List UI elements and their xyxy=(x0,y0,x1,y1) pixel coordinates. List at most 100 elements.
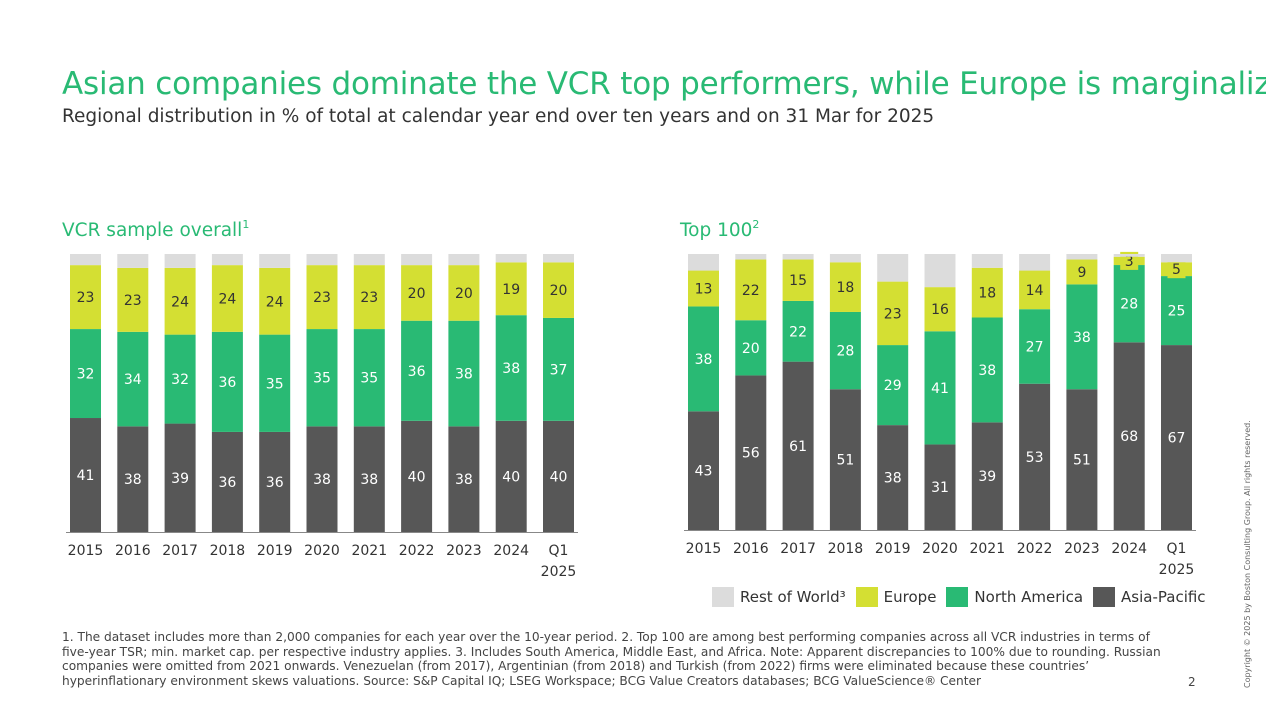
bar-rest-of-world-2016 xyxy=(117,254,149,268)
data-label-north-america-2023: 38 xyxy=(1073,330,1091,346)
legend-item-north-america: North America xyxy=(946,587,1083,607)
bar-rest-of-world-2019 xyxy=(259,254,291,268)
x-tick-label: 2023 xyxy=(446,543,482,559)
x-tick-label: Q1 xyxy=(1167,541,1187,557)
legend-swatch xyxy=(946,587,969,607)
data-label-asia-pacific-2022: 40 xyxy=(408,469,426,485)
x-tick-label: 2024 xyxy=(1111,541,1147,557)
bar-europe-2015 xyxy=(70,265,101,330)
data-label-north-america-2015: 32 xyxy=(77,367,95,383)
bar-north-america-2022 xyxy=(401,320,433,421)
data-label-asia-pacific-2020: 38 xyxy=(313,472,331,488)
bar-rest-of-world-2020 xyxy=(306,254,338,266)
x-tick-label: 2016 xyxy=(733,541,769,557)
bar-rest-of-world-q1-2025 xyxy=(543,254,574,263)
data-label-north-america-2019: 29 xyxy=(884,378,902,394)
bar-europe-2018 xyxy=(829,262,861,312)
data-label-asia-pacific-2018: 36 xyxy=(218,475,236,491)
data-label-asia-pacific-2015: 41 xyxy=(77,468,95,484)
data-label-north-america-2022: 36 xyxy=(408,364,426,380)
data-label-asia-pacific-2019: 36 xyxy=(266,475,284,491)
x-tick-label: 2020 xyxy=(922,541,958,557)
data-label-europe-q1-2025: 5 xyxy=(1172,262,1181,278)
bar-rest-of-world-2016 xyxy=(735,254,767,260)
data-label-asia-pacific-2020: 31 xyxy=(931,480,949,496)
bar-asia-pacific-q1-2025 xyxy=(543,420,574,532)
x-tick-label: 2016 xyxy=(115,543,151,559)
bar-asia-pacific-2017 xyxy=(164,423,196,532)
bar-north-america-2024 xyxy=(495,315,527,421)
data-label-asia-pacific-q1-2025: 67 xyxy=(1168,431,1186,447)
chart-title-text: VCR sample overall xyxy=(62,220,243,241)
bar-north-america-2024 xyxy=(1113,265,1145,343)
page-title: Asian companies dominate the VCR top per… xyxy=(62,66,1266,102)
bar-north-america-2023 xyxy=(1066,284,1098,390)
data-label-europe-2022: 20 xyxy=(408,286,426,302)
data-label-europe-2024: 19 xyxy=(502,282,520,298)
x-tick-label: 2018 xyxy=(210,543,246,559)
data-label-europe-2016: 22 xyxy=(742,283,760,299)
data-label-europe-2016: 23 xyxy=(124,293,142,309)
bar-north-america-2017 xyxy=(782,300,814,362)
bar-rest-of-world-2020 xyxy=(924,254,956,288)
data-label-asia-pacific-2021: 39 xyxy=(978,469,996,485)
x-tick-label: 2015 xyxy=(68,543,104,559)
data-label-north-america-2024: 28 xyxy=(1120,297,1138,313)
x-tick-label: 2017 xyxy=(162,543,198,559)
data-label-asia-pacific-2024: 68 xyxy=(1120,429,1138,445)
bar-north-america-2021 xyxy=(353,329,385,427)
data-label-europe-2024: 3 xyxy=(1125,254,1134,270)
x-tick-label: 2015 xyxy=(686,541,722,557)
data-label-europe-2019: 24 xyxy=(266,294,284,310)
bar-asia-pacific-2015 xyxy=(688,411,719,530)
bar-north-america-2015 xyxy=(70,329,101,419)
bar-north-america-q1-2025 xyxy=(543,317,574,421)
x-tick-label: 2022 xyxy=(399,543,435,559)
bar-north-america-2020 xyxy=(924,331,956,445)
bar-asia-pacific-q1-2025 xyxy=(1161,345,1192,530)
bar-europe-2023 xyxy=(448,265,480,321)
data-label-north-america-2018: 36 xyxy=(218,375,236,391)
x-tick-label: 2018 xyxy=(828,541,864,557)
bar-asia-pacific-2023 xyxy=(448,426,480,532)
data-label-europe-2023: 9 xyxy=(1077,265,1086,281)
data-label-north-america-2022: 27 xyxy=(1026,339,1044,355)
bar-rest-of-world-2017 xyxy=(782,254,814,260)
data-label-europe-2015: 23 xyxy=(77,290,95,306)
bar-asia-pacific-2022 xyxy=(401,420,433,532)
page-number: 2 xyxy=(1188,675,1196,689)
bar-asia-pacific-2016 xyxy=(117,426,149,532)
chart-legend: Rest of World³ Europe North America Asia… xyxy=(712,587,1216,607)
chart-title-vcr-sample: VCR sample overall1 xyxy=(62,218,249,241)
bar-rest-of-world-2017 xyxy=(164,254,196,268)
bar-north-america-2017 xyxy=(164,334,196,424)
bar-europe-2022 xyxy=(1019,270,1051,310)
data-label-europe-q1-2025: 20 xyxy=(550,283,568,299)
bar-rest-of-world-2022 xyxy=(401,254,433,266)
data-label-europe-2015: 13 xyxy=(695,282,713,298)
bar-asia-pacific-2020 xyxy=(306,426,338,532)
data-label-europe-2021: 23 xyxy=(360,290,378,306)
bar-north-america-2016 xyxy=(735,320,767,376)
data-label-europe-2020: 16 xyxy=(931,302,949,318)
data-label-asia-pacific-2024: 40 xyxy=(502,469,520,485)
bar-europe-2020 xyxy=(306,265,338,330)
bar-rest-of-world-2023 xyxy=(448,254,480,266)
data-label-asia-pacific-2018: 51 xyxy=(836,453,854,469)
bar-asia-pacific-2023 xyxy=(1066,389,1098,530)
data-label-north-america-2019: 35 xyxy=(266,376,284,392)
data-label-europe-2023: 20 xyxy=(455,286,473,302)
bar-rest-of-world-2018 xyxy=(829,254,861,263)
bar-asia-pacific-2024 xyxy=(495,420,527,532)
data-label-europe-2019: 23 xyxy=(884,306,902,322)
bar-europe-2017 xyxy=(164,267,196,335)
x-tick-label: 2019 xyxy=(257,543,293,559)
x-tick-label: Q1 xyxy=(549,543,569,559)
bar-europe-2019 xyxy=(877,281,909,346)
data-label-europe-2017: 15 xyxy=(789,273,807,289)
data-label-europe-2020: 23 xyxy=(313,290,331,306)
x-tick-label: 2021 xyxy=(969,541,1005,557)
bar-north-america-2019 xyxy=(877,345,909,426)
legend-label: Rest of World³ xyxy=(740,588,846,606)
data-label-north-america-2017: 22 xyxy=(789,324,807,340)
